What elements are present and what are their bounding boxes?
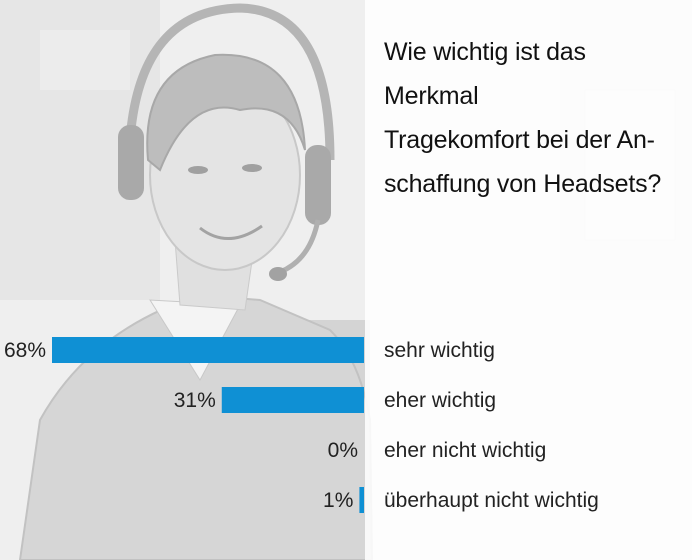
value-label: 31% xyxy=(174,389,216,412)
value-label: 1% xyxy=(323,489,353,512)
value-label: 68% xyxy=(4,339,46,362)
bar xyxy=(359,487,364,513)
category-label: überhaupt nicht wichtig xyxy=(384,489,599,512)
title-line: Tragekomfort bei der An- xyxy=(384,126,655,154)
bar xyxy=(52,337,364,363)
bar xyxy=(221,387,364,413)
chart-title: Wie wichtig ist das Merkmal Tragekomfort… xyxy=(384,30,684,206)
category-label: eher nicht wichtig xyxy=(384,439,546,462)
title-line: Wie wichtig ist das Merkmal xyxy=(384,38,586,110)
text-panel xyxy=(365,0,692,560)
value-label: 0% xyxy=(328,439,358,462)
category-label: eher wichtig xyxy=(384,389,496,412)
category-label: sehr wichtig xyxy=(384,339,495,362)
title-line: schaffung von Headsets? xyxy=(384,170,662,198)
